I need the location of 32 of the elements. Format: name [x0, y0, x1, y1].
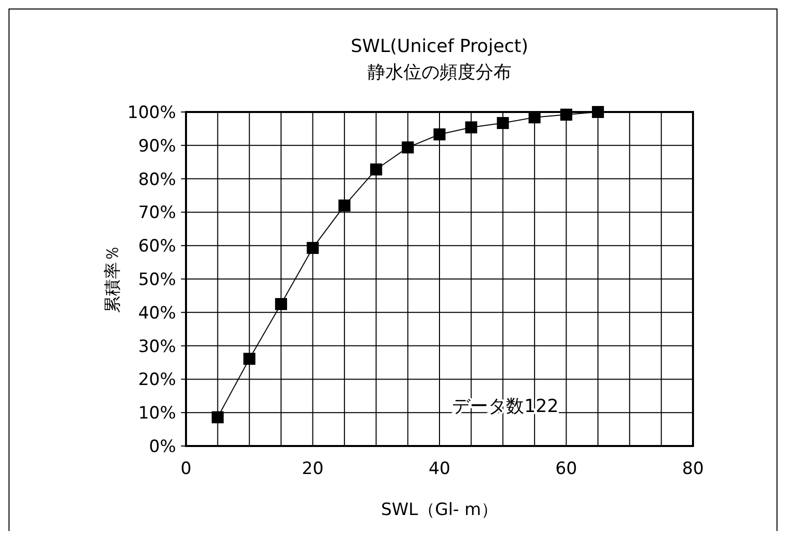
y-tick-label: 20% [138, 370, 176, 390]
x-tick-label: 40 [428, 459, 450, 479]
y-axis-title: 累積率％ [103, 245, 123, 313]
y-tick-label: 60% [138, 236, 176, 257]
x-tick-label: 60 [555, 459, 578, 479]
point [338, 200, 350, 212]
y-tick-label: 40% [138, 303, 176, 324]
point [370, 163, 382, 176]
y-tick-label: 100% [127, 102, 176, 123]
y-tick-label: 90% [138, 136, 176, 156]
y-tick-label: 30% [138, 336, 176, 357]
chart-subtitle: 静水位の頻度分布 [368, 62, 512, 83]
point [496, 117, 509, 130]
y-tick-label: 80% [138, 170, 176, 190]
point [275, 298, 288, 310]
point [402, 141, 414, 154]
y-tick-label: 50% [138, 270, 176, 290]
y-tick-label: 10% [138, 404, 176, 424]
x-tick-label: 0 [180, 459, 192, 479]
x-tick-label: 20 [302, 459, 324, 479]
point [592, 106, 604, 118]
point [434, 128, 446, 140]
chart-title: SWL(Unicef Project) [350, 36, 528, 57]
point [306, 242, 319, 254]
x-axis-title: SWL（Gl- m） [380, 500, 498, 520]
point [560, 108, 572, 121]
y-tick-label: 0% [149, 436, 176, 457]
point [243, 352, 256, 365]
x-tick-label: 80 [682, 459, 704, 479]
point [465, 121, 478, 134]
y-tick-label: 70% [138, 203, 176, 224]
point [212, 411, 224, 424]
